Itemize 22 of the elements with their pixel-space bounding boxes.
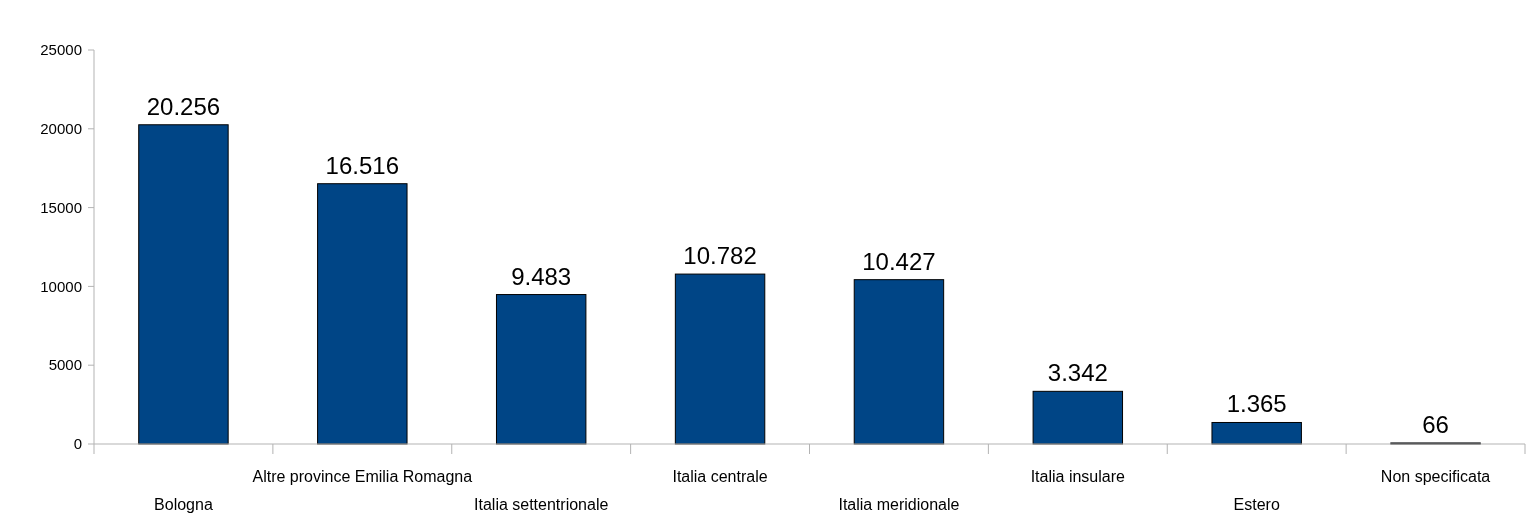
data-label: 20.256 (146, 92, 221, 120)
y-tick-label: 5000 (48, 356, 82, 374)
data-label: 3.342 (1047, 359, 1108, 387)
x-tick-label: Italia insulare (1030, 468, 1126, 485)
y-tick-label: 15000 (40, 198, 82, 216)
x-tick-label: Non specificata (1380, 468, 1491, 485)
x-tick-label: Italia meridionale (838, 496, 960, 513)
x-tick-label: Italia centrale (672, 468, 768, 485)
data-label: 66 (1422, 410, 1449, 438)
y-tick-label: 20000 (40, 120, 82, 138)
y-tick-label: 0 (73, 435, 82, 453)
x-tick-label: Estero (1233, 496, 1280, 513)
data-label: 1.365 (1226, 390, 1287, 418)
y-tick-label: 10000 (40, 277, 82, 295)
data-label: 9.483 (511, 262, 572, 290)
data-label: 16.516 (325, 151, 400, 179)
data-label: 10.427 (862, 247, 936, 275)
data-label: 10.782 (683, 242, 757, 270)
x-tick-label: Italia settentrionale (474, 496, 609, 513)
x-tick-label: Altre province Emilia Romagna (252, 468, 473, 485)
x-tick-label: Bologna (154, 496, 213, 513)
y-tick-label: 25000 (40, 41, 82, 59)
